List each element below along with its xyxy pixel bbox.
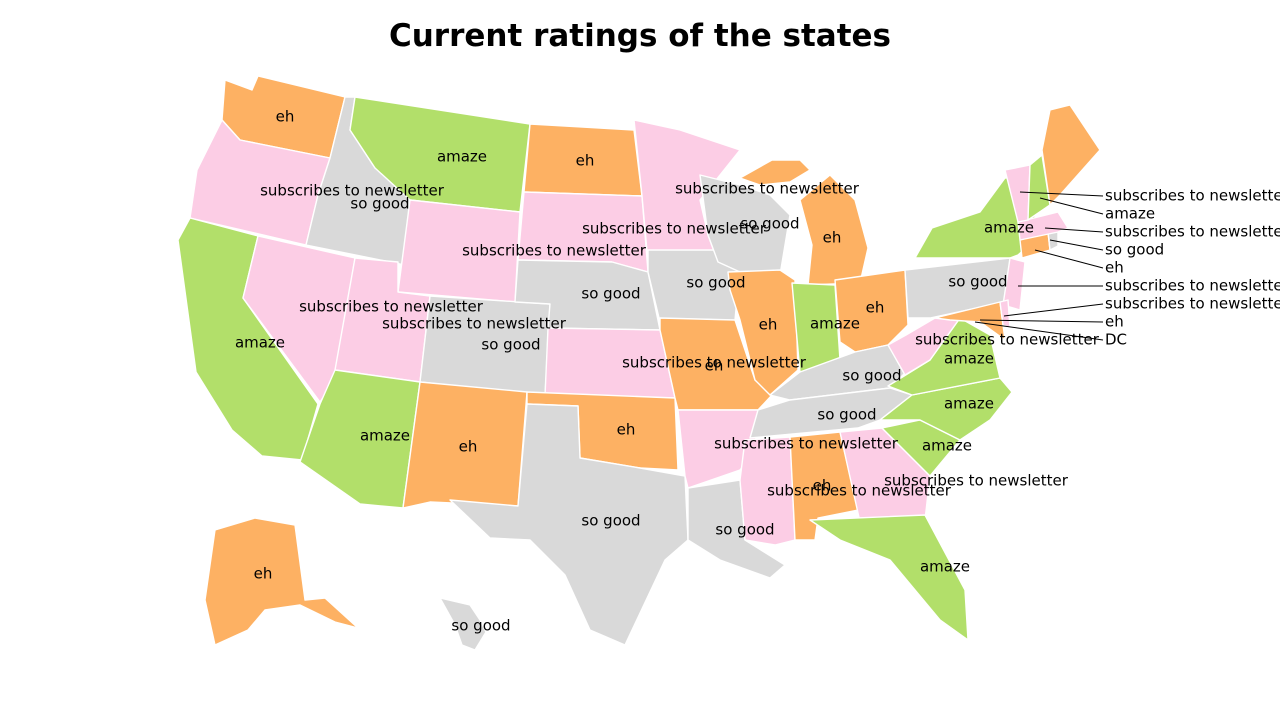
label-wv: subscribes to newsletter xyxy=(915,331,1100,349)
state-ga xyxy=(839,427,931,523)
label-ia: so good xyxy=(686,274,745,292)
label-fl: amaze xyxy=(920,558,970,576)
label-la: so good xyxy=(715,521,774,539)
state-hi xyxy=(439,597,487,651)
label-mi: eh xyxy=(823,229,842,247)
state-fl xyxy=(809,514,969,641)
label-ct: eh xyxy=(1105,259,1124,277)
leader-line-nh xyxy=(1039,197,1104,215)
label-pa: so good xyxy=(948,273,1007,291)
label-ks: subscribes to newsletter xyxy=(622,354,807,372)
label-co: so good xyxy=(481,336,540,354)
label-nd: eh xyxy=(576,152,595,170)
label-ut: subscribes to newsletter xyxy=(382,315,567,333)
label-ne: so good xyxy=(581,285,640,303)
label-ny: amaze xyxy=(984,219,1034,237)
label-dc: DC xyxy=(1105,331,1127,349)
label-md: eh xyxy=(1105,313,1124,331)
label-mt: amaze xyxy=(437,148,487,166)
label-or: subscribes to newsletter xyxy=(260,182,445,200)
label-wi: so good xyxy=(740,215,799,233)
label-nc: amaze xyxy=(944,395,994,413)
map-title: Current ratings of the states xyxy=(388,18,892,54)
state-mi-part xyxy=(739,159,811,186)
label-ri: so good xyxy=(1105,241,1164,259)
state-nj xyxy=(1002,257,1026,311)
label-nm: eh xyxy=(459,438,478,456)
label-ok: eh xyxy=(617,421,636,439)
label-ma: subscribes to newsletter xyxy=(1105,223,1280,241)
leader-line-md xyxy=(979,319,1104,323)
label-mo: eh xyxy=(705,357,724,375)
state-de xyxy=(999,299,1011,329)
label-vt: subscribes to newsletter xyxy=(1105,187,1280,205)
label-sc: amaze xyxy=(922,437,972,455)
label-ak: eh xyxy=(254,565,273,583)
label-ca: amaze xyxy=(235,334,285,352)
label-wa: eh xyxy=(276,108,295,126)
label-nh: amaze xyxy=(1105,205,1155,223)
label-ga: subscribes to newsletter xyxy=(884,472,1069,490)
state-ak xyxy=(204,517,359,646)
state-tx xyxy=(449,403,689,646)
label-tn: so good xyxy=(817,406,876,424)
label-nj: subscribes to newsletter xyxy=(1105,277,1280,295)
label-id: so good xyxy=(350,195,409,213)
leader-line-vt xyxy=(1019,191,1104,197)
leader-line-ct xyxy=(1034,249,1104,269)
leader-line-ri xyxy=(1049,239,1104,251)
leader-line-de xyxy=(1003,303,1104,317)
label-nv: subscribes to newsletter xyxy=(299,298,484,316)
label-wy: subscribes to newsletter xyxy=(462,242,647,260)
label-az: amaze xyxy=(360,427,410,445)
label-ky: so good xyxy=(842,367,901,385)
label-ms: subscribes to newsletter xyxy=(767,482,952,500)
label-va: amaze xyxy=(944,350,994,368)
label-ar: subscribes to newsletter xyxy=(714,435,899,453)
label-il: eh xyxy=(759,316,778,334)
label-mn: subscribes to newsletter xyxy=(675,180,860,198)
state-me xyxy=(1041,104,1101,206)
label-hi: so good xyxy=(451,617,510,635)
leader-line-ma xyxy=(1044,227,1104,233)
label-tx: so good xyxy=(581,512,640,530)
state-md xyxy=(934,301,1006,341)
label-oh: eh xyxy=(866,299,885,317)
label-in: amaze xyxy=(810,315,860,333)
label-sd: subscribes to newsletter xyxy=(582,220,767,238)
state-mi xyxy=(799,174,869,286)
label-de: subscribes to newsletter xyxy=(1105,295,1280,313)
leader-line-dc xyxy=(974,321,1104,341)
label-al: eh xyxy=(813,477,832,495)
